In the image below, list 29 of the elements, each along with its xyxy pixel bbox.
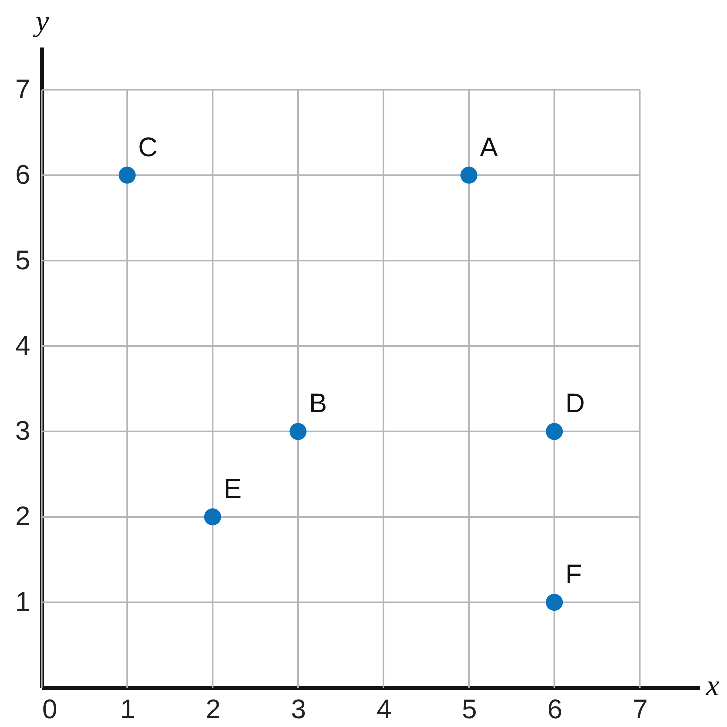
- y-tick-label: 6: [15, 160, 30, 190]
- annotation: C: [138, 132, 158, 162]
- y-axis-title: y: [32, 4, 50, 38]
- x-tick-label: 5: [462, 694, 478, 724]
- x-tick-label: 0: [42, 694, 58, 724]
- x-tick-label: 1: [120, 694, 136, 724]
- annotation: A: [480, 132, 498, 162]
- x-tick-label: 3: [291, 694, 306, 724]
- x-axis-title: x: [705, 670, 720, 702]
- x-tick-label: 4: [376, 694, 392, 724]
- annotation: E: [224, 474, 242, 504]
- point: [204, 508, 222, 526]
- y-tick-label: 1: [15, 587, 30, 618]
- x-tick-label: 6: [548, 694, 563, 724]
- y-tick-label: 3: [15, 416, 30, 446]
- point: [546, 594, 564, 612]
- point: [118, 166, 136, 184]
- annotation: F: [566, 560, 582, 590]
- annotation: B: [309, 388, 328, 419]
- x-tick-label: 7: [632, 694, 648, 724]
- point: [290, 423, 307, 440]
- x-tick-label: 2: [206, 694, 221, 724]
- y-tick-label: 5: [15, 245, 30, 276]
- y-tick-label: 2: [15, 502, 30, 532]
- y-tick-label: 4: [15, 330, 30, 361]
- annotation: D: [566, 388, 586, 419]
- y-tick-label: 7: [15, 74, 30, 104]
- point: [460, 166, 478, 184]
- point: [546, 423, 564, 440]
